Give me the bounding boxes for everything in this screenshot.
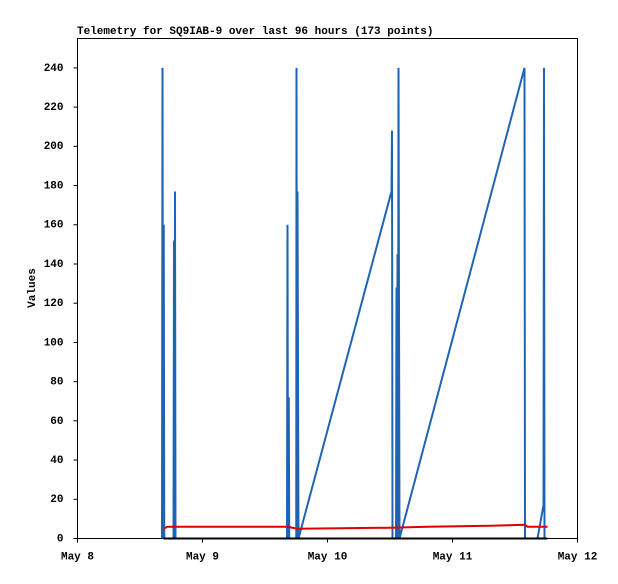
y-tick-label: 160 (44, 220, 64, 232)
x-tick-label: May 11 (433, 551, 473, 563)
y-tick-label: 120 (44, 298, 64, 310)
y-tick-label: 60 (50, 416, 63, 428)
x-tick-label: May 12 (558, 551, 598, 563)
y-tick-label: 0 (57, 533, 64, 545)
y-tick-label: 220 (44, 102, 64, 114)
series-line (161, 67, 546, 540)
y-tick-label: 20 (50, 494, 63, 506)
y-tick-label: 140 (44, 259, 64, 271)
plot-frame (77, 38, 578, 539)
x-tick-label: May 10 (308, 551, 348, 563)
x-tick-label: May 8 (61, 551, 94, 563)
series-line (163, 523, 548, 530)
y-tick-label: 240 (44, 63, 64, 75)
x-tick-label: May 9 (186, 551, 219, 563)
y-axis-label: Values (27, 268, 39, 308)
y-tick-label: 40 (50, 455, 63, 467)
y-tick-label: 200 (44, 141, 64, 153)
y-tick-label: 100 (44, 337, 64, 349)
chart-title: Telemetry for SQ9IAB-9 over last 96 hour… (77, 26, 433, 38)
y-tick-label: 80 (50, 377, 63, 389)
y-tick-label: 180 (44, 180, 64, 192)
